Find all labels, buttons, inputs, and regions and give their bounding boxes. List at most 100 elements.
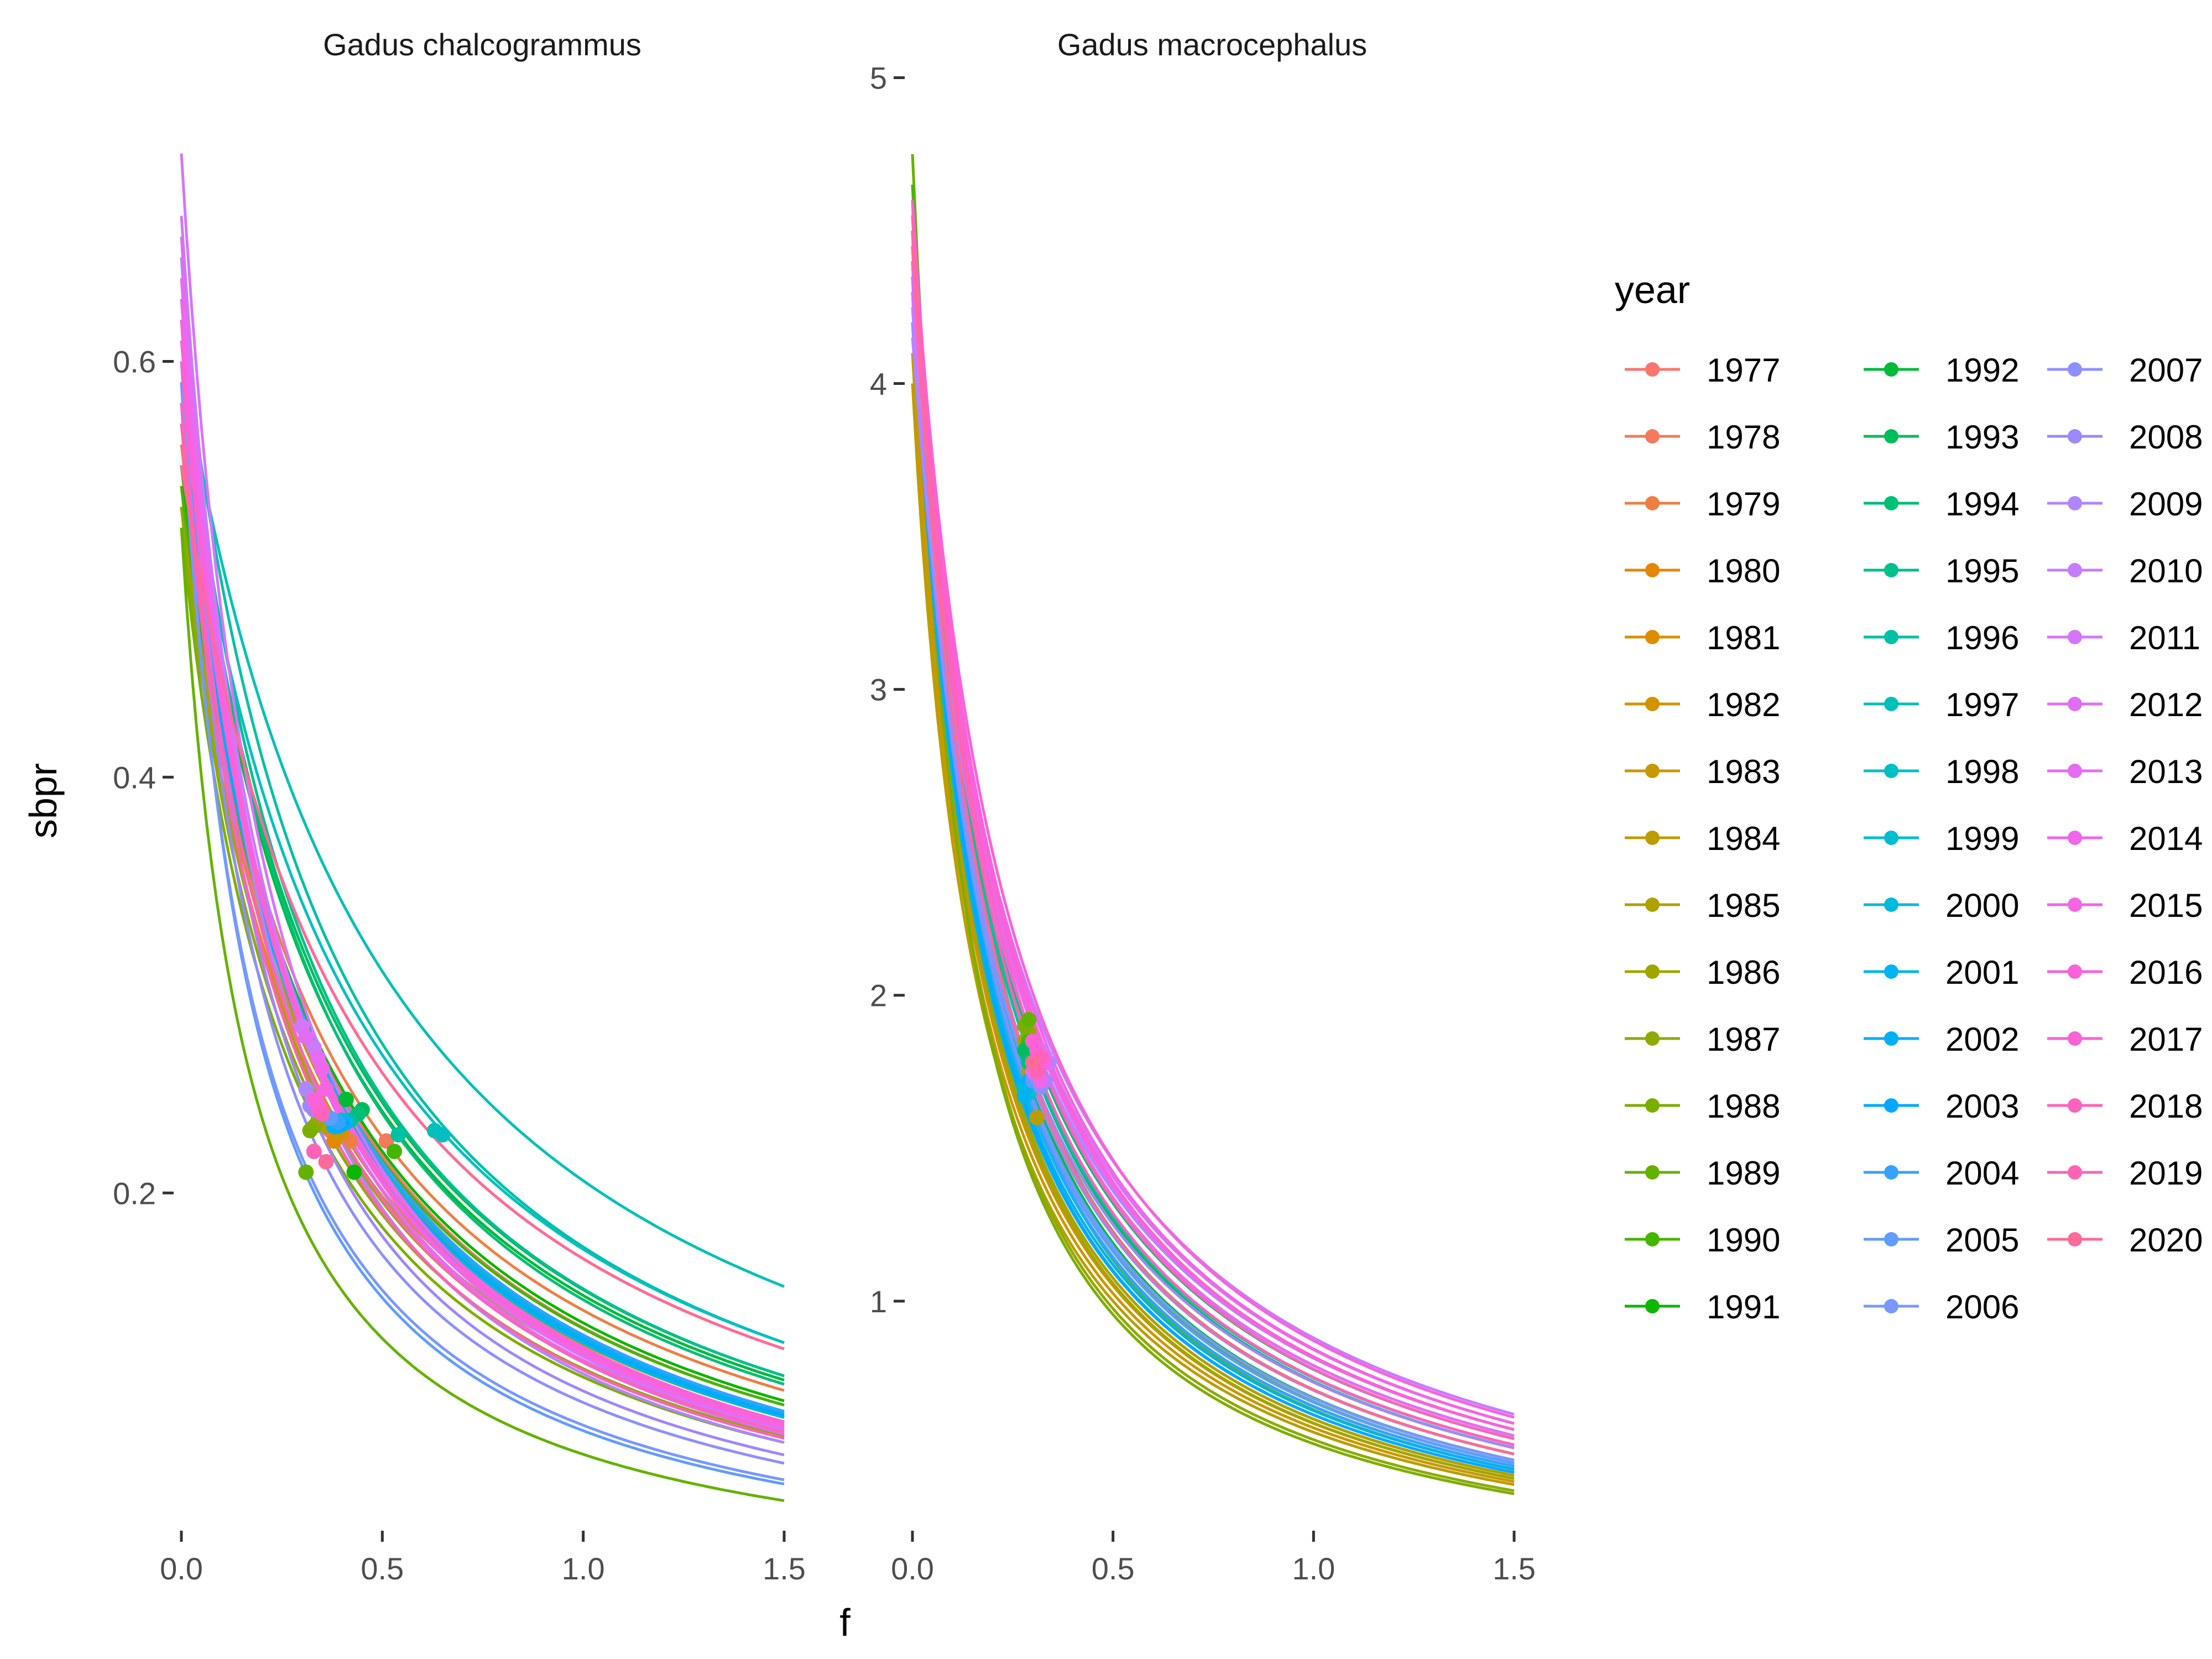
legend-item-1998: 1998 [1864,753,2019,790]
point-1996 [390,1127,406,1142]
legend-label: 1985 [1707,887,1780,924]
point-2014 [314,1060,330,1076]
curve-2018 [911,215,1515,1441]
legend-item-2001: 2001 [1864,954,2019,991]
x-axis: 0.0 0.5 1.0 1.5 [891,1531,1536,1586]
legend-label: 2005 [1945,1222,2019,1259]
legend-label: 1989 [1707,1155,1780,1192]
curve-1985 [911,291,1515,1477]
legend-item-1997: 1997 [1864,686,2019,723]
point-1992 [338,1092,354,1108]
panel-gadus-macrocephalus: Gadus macrocephalus 1 2 3 4 5 0.0 0.5 1.0 1.5 [870,27,1536,1586]
x-tick-label: 1.0 [562,1551,605,1586]
x-axis-title: f [839,1601,851,1644]
legend-key-point [2068,764,2082,778]
legend-key-point [1884,630,1898,644]
legend-label: 1983 [1707,753,1780,790]
legend-label: 1990 [1707,1222,1780,1259]
x-tick-label: 1.5 [1493,1551,1536,1586]
legend-label: 2015 [2129,887,2203,924]
legend-item-1977: 1977 [1625,352,1780,389]
point-1984 [1029,1110,1045,1125]
legend-key-point [2068,630,2082,644]
legend-key-point [2068,831,2082,845]
y-tick-label: 0.4 [113,760,156,795]
curve-1977 [911,246,1515,1462]
legend-item-2016: 2016 [2047,954,2203,991]
legend-label: 1995 [1945,552,2019,589]
legend-item-1985: 1985 [1625,887,1780,924]
facet-title: Gadus macrocephalus [1057,27,1367,62]
legend-key-point [1645,964,1660,979]
legend-key-point [2068,362,2082,377]
legend-item-1989: 1989 [1625,1155,1780,1192]
legend: year 1977 1978 1979 1980 1981 1982 1983 1984 198… [1615,268,2203,1326]
legend-key-point [1645,496,1660,510]
legend-label: 2012 [2129,686,2203,723]
legend-label: 1996 [1945,619,2019,656]
legend-key-point [1884,831,1898,845]
curve-1993 [911,246,1515,1449]
y-tick-label: 3 [870,672,887,707]
legend-item-1994: 1994 [1864,486,2019,523]
legend-item-1979: 1979 [1625,486,1780,523]
legend-label: 2020 [2129,1222,2203,1259]
legend-item-2019: 2019 [2047,1155,2203,1192]
legend-item-2020: 2020 [2047,1222,2203,1259]
points-group [1017,1012,1057,1125]
legend-key-point [1645,1165,1660,1180]
curve-1983 [911,353,1515,1483]
curve-1988 [911,200,1515,1495]
legend-title: year [1615,268,1690,311]
legend-key-point [1884,429,1898,444]
legend-key-point [1884,496,1898,510]
x-tick-label: 0.5 [361,1551,404,1586]
legend-item-1999: 1999 [1864,820,2019,857]
legend-key-point [1645,764,1660,778]
legend-label: 1978 [1707,419,1780,456]
curve-2020 [180,465,785,1350]
curve-2016 [911,215,1515,1419]
legend-key-point [2068,1165,2082,1180]
legend-label: 2001 [1945,954,2019,991]
legend-item-2005: 2005 [1864,1222,2019,1259]
legend-key-point [2068,496,2082,510]
legend-label: 2016 [2129,954,2203,991]
curve-2017 [180,361,785,1426]
curve-1992 [180,403,785,1381]
legend-key-point [2068,1031,2082,1046]
point-1989 [298,1164,314,1180]
y-axis: 1 2 3 4 5 [870,60,905,1319]
curves-group [911,154,1515,1495]
legend-label: 2000 [1945,887,2019,924]
curve-2013 [911,261,1515,1437]
legend-label: 1987 [1707,1021,1780,1058]
legend-key-point [2068,563,2082,577]
legend-label: 2018 [2129,1088,2203,1125]
legend-label: 1981 [1707,619,1780,656]
legend-label: 1994 [1945,486,2019,523]
legend-item-1986: 1986 [1625,954,1780,991]
curve-2010 [911,307,1515,1416]
legend-item-1995: 1995 [1864,552,2019,589]
legend-item-2000: 2000 [1864,887,2019,924]
legend-label: 2010 [2129,552,2203,589]
curve-2019 [911,230,1515,1447]
legend-item-1988: 1988 [1625,1088,1780,1125]
legend-key-point [1884,764,1898,778]
curve-2007 [180,361,785,1465]
curve-2006 [180,403,785,1481]
legend-label: 1986 [1707,954,1780,991]
legend-label: 1991 [1707,1288,1780,1326]
legend-label: 2006 [1945,1288,2019,1326]
legend-key-point [1884,697,1898,711]
legend-item-2013: 2013 [2047,753,2203,790]
legend-label: 2002 [1945,1021,2019,1058]
point-2017 [1025,1033,1041,1049]
point-1998 [435,1127,451,1142]
legend-item-2007: 2007 [2047,352,2203,389]
curve-2012 [180,236,785,1436]
legend-item-1987: 1987 [1625,1021,1780,1058]
legend-item-2009: 2009 [2047,486,2203,523]
point-1990 [387,1144,403,1160]
